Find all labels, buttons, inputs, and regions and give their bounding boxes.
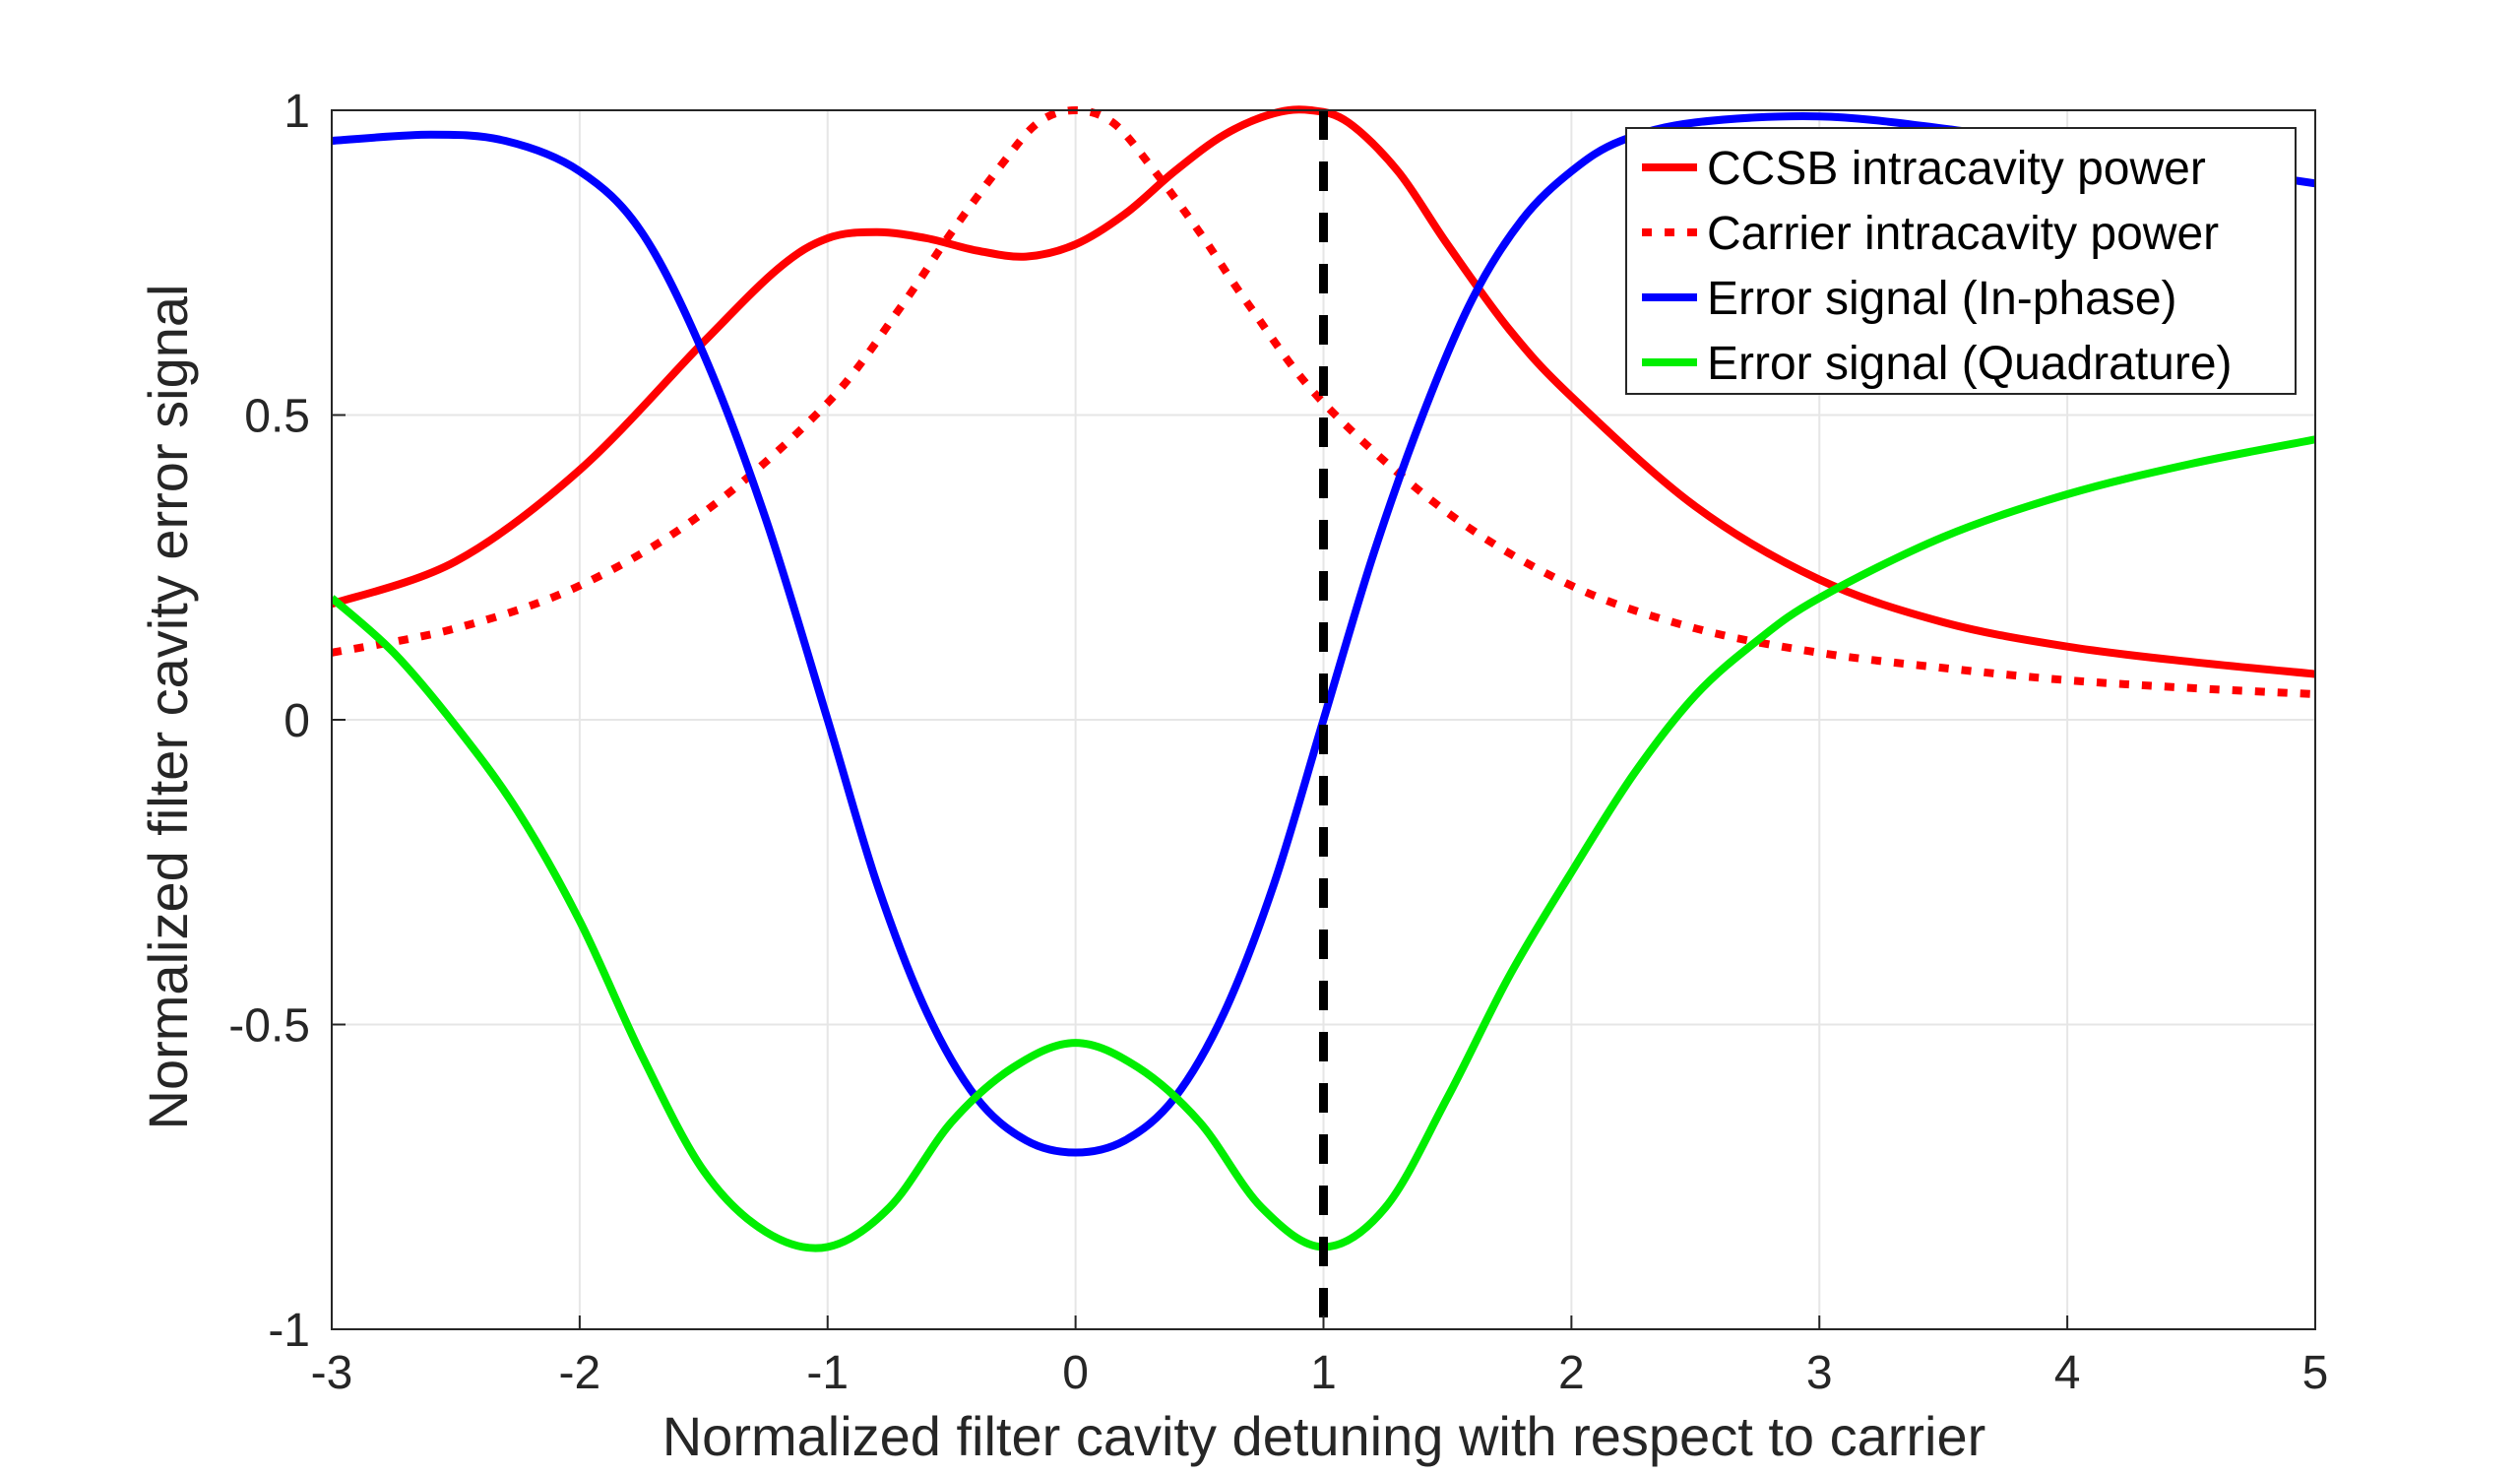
legend-box: [1625, 127, 2297, 395]
y-tick-label: 1: [284, 86, 310, 138]
y-tick-label: 0: [284, 695, 310, 747]
legend: CCSB intracavity power Carrier intracavit…: [1625, 127, 2297, 395]
axes-box: [331, 109, 2316, 1330]
x-tick-label: -2: [559, 1347, 601, 1399]
x-tick-labels: -3 -2 -1 0 1 2 3 4 5: [311, 1347, 2329, 1399]
series-line-error-signal-quadrature: [332, 435, 2315, 1252]
y-tick-labels: -1 -0.5 0 0.5 1: [228, 86, 310, 1357]
y-tick-label: 0.5: [244, 391, 310, 443]
x-tick-label: 1: [1310, 1347, 1337, 1399]
series-line-ccsb-intracavity-power: [332, 105, 2315, 678]
x-tick-label: 2: [1558, 1347, 1585, 1399]
x-tick-label: 0: [1062, 1347, 1089, 1399]
legend-label: Error signal (Quadrature): [1707, 338, 2233, 390]
axes-frame: [331, 109, 2316, 1330]
y-axis-title: Normalized filter cavity error signal: [137, 285, 199, 1130]
series-line-carrier-intracavity-power: [332, 106, 2315, 698]
x-tick-label: 4: [2054, 1347, 2081, 1399]
y-tick-label: -0.5: [228, 1000, 310, 1053]
x-tick-label: 3: [1806, 1347, 1833, 1399]
x-tick-label: 5: [2302, 1347, 2329, 1399]
x-axis-title: Normalized filter cavity detuning with r…: [662, 1405, 1986, 1467]
legend-label: Carrier intracavity power: [1707, 208, 2219, 260]
x-tick-label: -3: [311, 1347, 353, 1399]
plot-area: [332, 105, 2315, 1329]
x-tick-label: -1: [806, 1347, 849, 1399]
legend-label: CCSB intracavity power: [1707, 143, 2206, 195]
series-line-error-signal-in-phase: [332, 112, 2315, 1157]
y-tick-label: -1: [268, 1305, 310, 1357]
legend-label: Error signal (In-phase): [1707, 273, 2177, 325]
